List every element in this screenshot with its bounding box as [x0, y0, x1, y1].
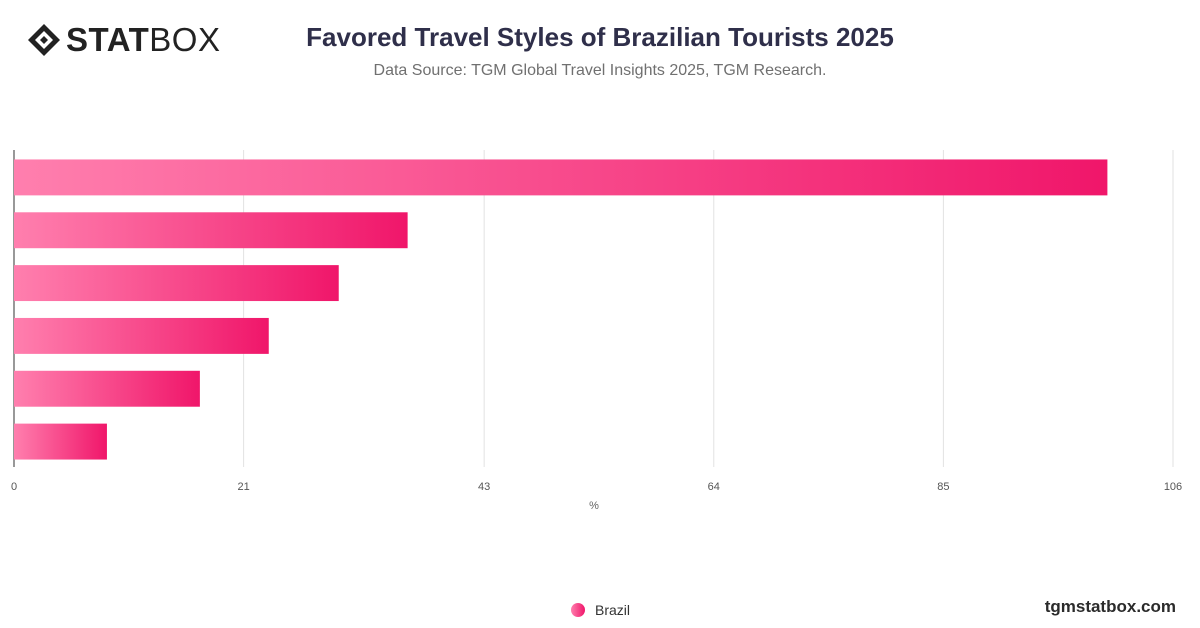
x-tick-label: 43	[478, 481, 490, 493]
chart-title: Favored Travel Styles of Brazilian Touri…	[306, 22, 894, 52]
logo-text-bold: STAT	[66, 21, 150, 58]
legend-swatch	[571, 603, 585, 617]
legend-label-brazil: Brazil	[595, 602, 631, 618]
bar-1[interactable]	[14, 159, 1108, 196]
website-watermark: tgmstatbox.com	[1044, 597, 1176, 616]
bar-chart: 0 21 43 64 85 106 %	[11, 150, 1182, 512]
x-tick-label: 64	[708, 481, 720, 493]
bar-4[interactable]	[14, 317, 269, 354]
x-axis-title: %	[589, 500, 599, 512]
bar-5[interactable]	[14, 370, 200, 407]
chart-subtitle: Data Source: TGM Global Travel Insights …	[373, 62, 827, 79]
x-tick-label: 0	[11, 481, 17, 493]
x-tick-label: 106	[1164, 481, 1182, 493]
logo-text-light: BOX	[149, 21, 221, 58]
bar-6[interactable]	[14, 423, 107, 460]
x-tick-label: 21	[237, 481, 249, 493]
brand-logo: STATBOX	[26, 22, 220, 58]
diamond-logo-icon	[28, 24, 60, 56]
x-tick-label: 85	[937, 481, 949, 493]
bar-2[interactable]	[14, 212, 408, 249]
bar-3[interactable]	[14, 265, 339, 302]
chart-legend[interactable]: Brazil	[571, 602, 630, 618]
